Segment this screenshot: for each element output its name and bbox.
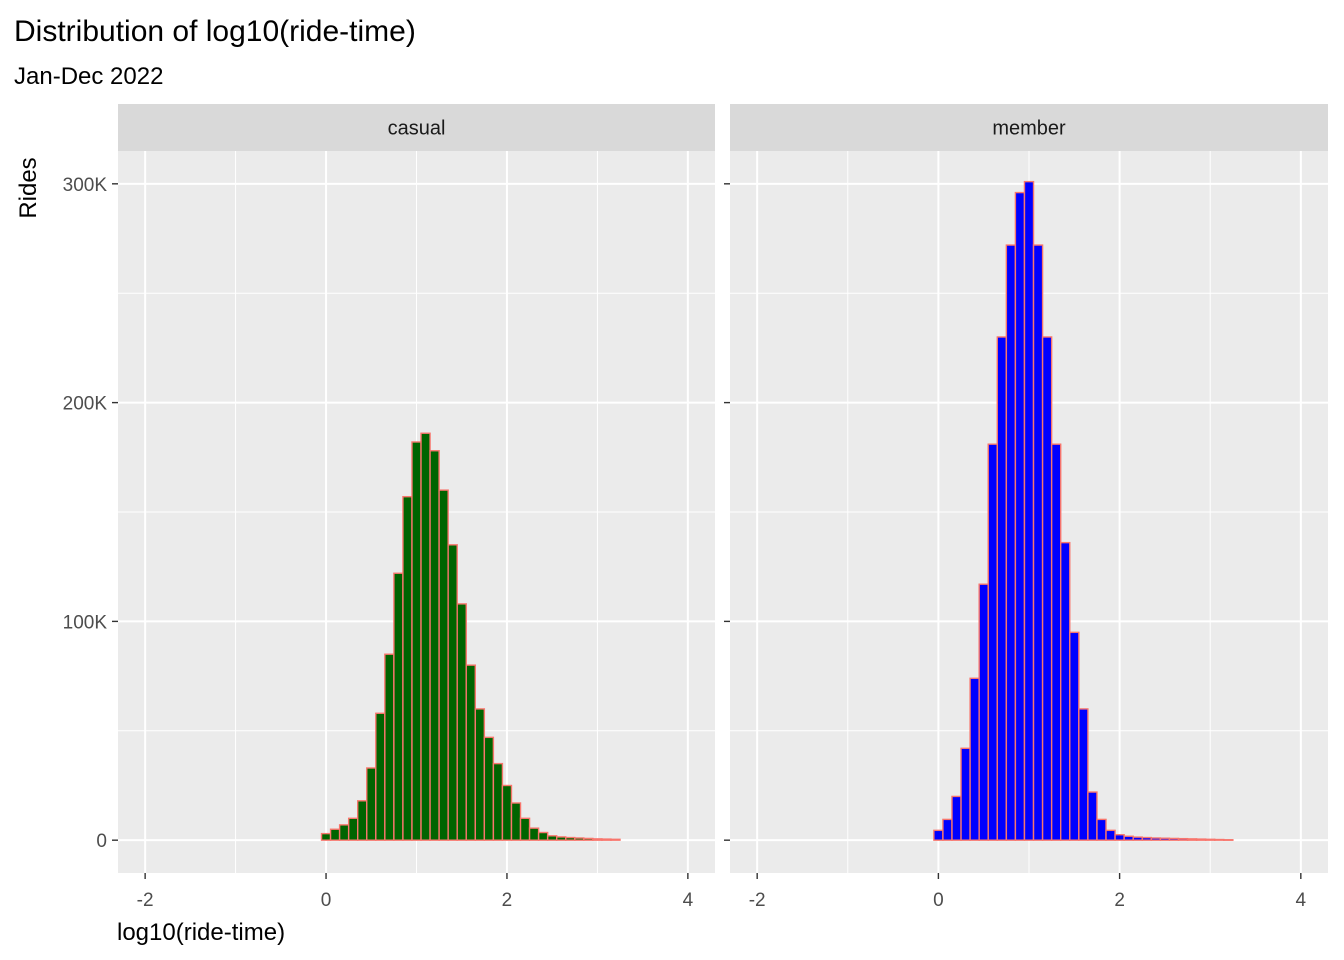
histogram-bar [384, 653, 395, 841]
histogram-bar [1005, 244, 1017, 841]
histogram-bar [583, 837, 594, 841]
histogram-bar [528, 827, 540, 841]
histogram-bar [366, 767, 377, 841]
histogram-bar [375, 712, 386, 841]
histogram-bar [320, 832, 332, 841]
histogram-bar [601, 838, 612, 841]
histogram-bar [411, 441, 422, 841]
chart-title: Distribution of log10(ride-time) [14, 15, 416, 48]
histogram-bar [1159, 837, 1171, 841]
histogram-bar [393, 572, 404, 841]
histogram-bar [429, 450, 440, 841]
panel-member: member -2 0 2 4 [724, 104, 1328, 911]
histogram-bar [1069, 631, 1080, 841]
histogram-bar [1177, 837, 1189, 841]
histogram-bar [420, 432, 431, 841]
panel-casual: casual -2 0 2 4 0 100K 200K 300K [63, 104, 715, 911]
histogram-bar [1214, 838, 1225, 841]
x-tick-label: 2 [502, 890, 513, 911]
histogram-bar [447, 544, 458, 841]
histogram-bar [338, 824, 350, 841]
facet-strip-member [730, 104, 1328, 151]
histogram-bar [537, 831, 549, 841]
y-tick-label: 100K [63, 612, 108, 633]
histogram-bar [1078, 708, 1089, 841]
histogram-bar [492, 762, 504, 841]
histogram-bar [347, 817, 359, 841]
histogram-bar [402, 495, 413, 841]
bars-member [933, 180, 1234, 841]
histogram-bar [501, 784, 513, 841]
histogram-bar [1014, 191, 1026, 841]
x-tick-label: 0 [933, 890, 944, 911]
histogram-bar [1123, 835, 1134, 841]
y-axis-title: Rides [15, 157, 42, 218]
histogram-bar [1223, 839, 1234, 841]
histogram-bar [456, 603, 467, 841]
x-tick-label: 2 [1114, 890, 1125, 911]
y-tick-label: 0 [96, 831, 107, 852]
histogram-bar [1114, 834, 1125, 841]
histogram-bar [978, 583, 989, 841]
histogram-bar [1032, 244, 1044, 841]
histogram-bar [357, 800, 368, 841]
histogram-bar [996, 336, 1008, 841]
histogram-bar [565, 836, 576, 841]
x-tick-label: 0 [321, 890, 332, 911]
histogram-bar [465, 664, 476, 841]
histogram-bar [438, 489, 449, 841]
facet-strip-casual [118, 104, 715, 151]
histogram-bar [969, 677, 980, 841]
x-tick-label: 4 [683, 890, 694, 911]
histogram-bar [510, 802, 522, 841]
bars-casual [320, 432, 621, 841]
histogram-bar [1041, 336, 1053, 841]
histogram-bar [1087, 791, 1098, 841]
x-tick-label: -2 [137, 890, 154, 911]
y-tick-label: 300K [63, 175, 108, 196]
histogram-bar [1050, 443, 1062, 841]
histogram-bar [1141, 836, 1153, 841]
histogram-bar [987, 443, 998, 841]
histogram-bar [1060, 541, 1071, 841]
histogram-bar [933, 829, 944, 841]
facet-label-casual: casual [388, 118, 446, 140]
histogram-bar [1096, 818, 1107, 841]
histogram-bar [1186, 838, 1198, 841]
histogram-bar [574, 837, 585, 841]
histogram-bar [1023, 180, 1035, 841]
histogram-bar [1132, 836, 1143, 841]
histogram-bar [610, 838, 621, 841]
histogram-bar [960, 747, 971, 841]
histogram-bar [592, 838, 603, 841]
histogram-bar [1105, 829, 1116, 841]
histogram-bar [1195, 838, 1207, 841]
x-tick-label: -2 [749, 890, 766, 911]
histogram-bar [942, 818, 953, 841]
chart-subtitle: Jan-Dec 2022 [14, 63, 163, 90]
histogram-bar [1204, 838, 1216, 841]
x-tick-label: 4 [1296, 890, 1307, 911]
facet-panels: casual -2 0 2 4 0 100K 200K 300K member -2 0 2 4 [63, 104, 1328, 911]
histogram-bar [546, 835, 558, 841]
histogram-bar [951, 795, 962, 841]
x-axis-title: log10(ride-time) [117, 919, 285, 946]
histogram-bar [474, 708, 486, 841]
histogram-bar [1150, 837, 1162, 841]
histogram-bar [483, 736, 495, 841]
y-tick-label: 200K [63, 394, 108, 415]
histogram-bar [329, 828, 341, 841]
histogram-bar [556, 836, 567, 841]
facet-label-member: member [992, 118, 1066, 140]
histogram-bar [519, 817, 531, 841]
histogram-bar [1168, 837, 1180, 841]
